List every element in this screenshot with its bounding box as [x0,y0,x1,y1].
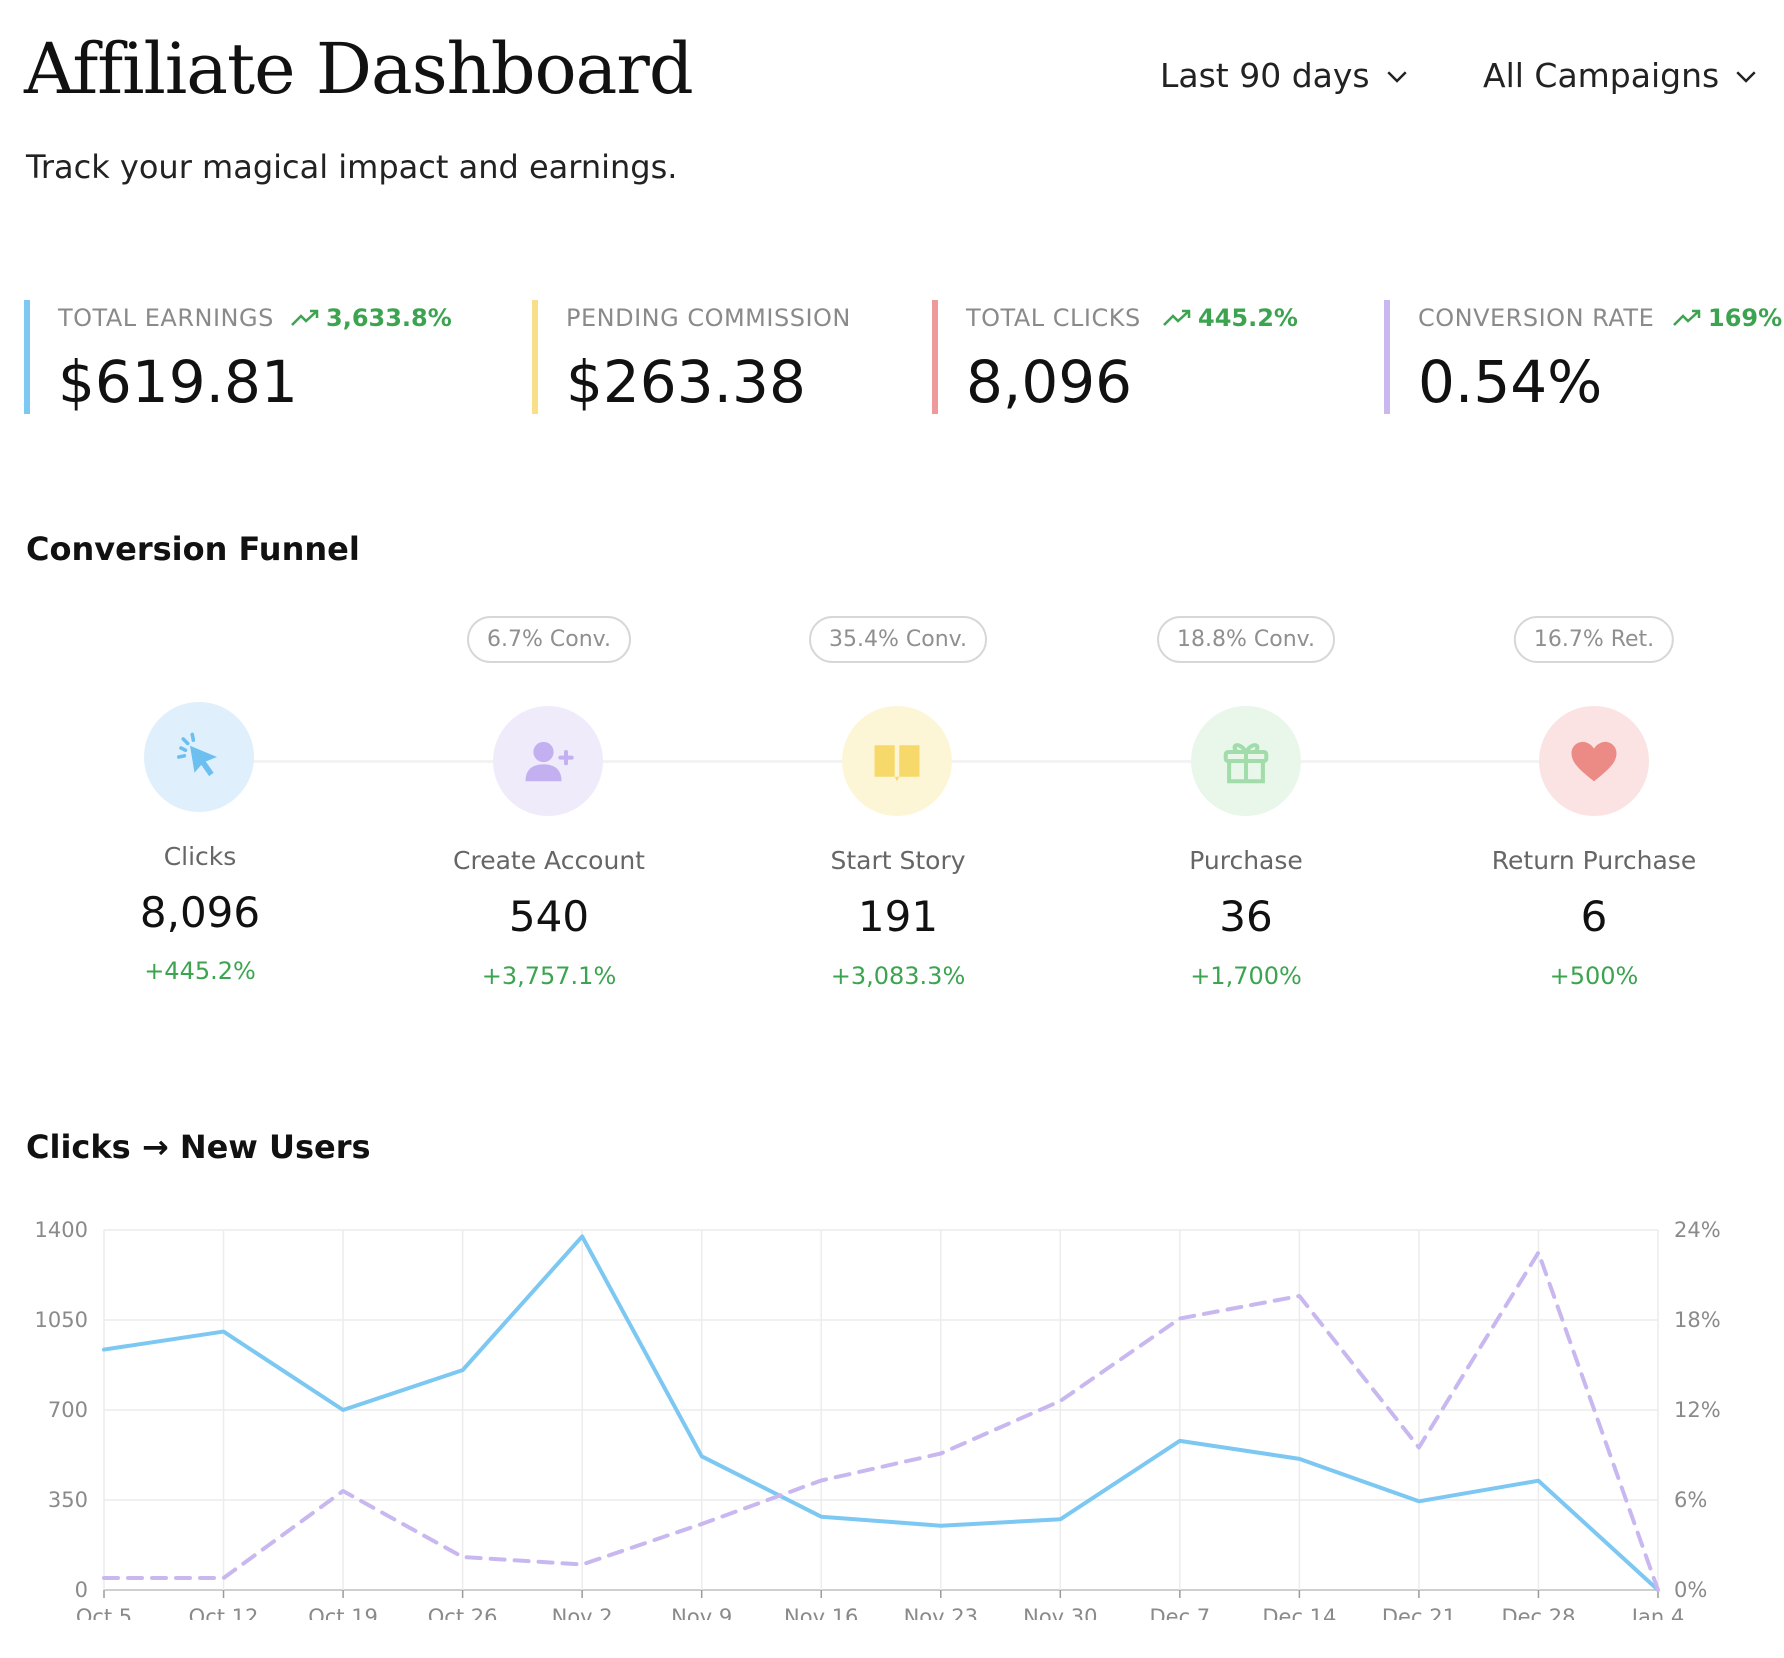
x-tick-label: Nov 23 [904,1605,978,1620]
chevron-down-icon [1386,70,1407,83]
funnel-step-change: +3,083.3% [830,962,966,990]
stat-trend-value: 445.2% [1198,304,1298,332]
stat-label: PENDING COMMISSION [566,304,851,332]
funnel-step-change: +1,700% [1190,962,1302,990]
funnel-step-value: 191 [857,892,939,941]
stat-trend: 3,633.8% [290,304,452,332]
funnel-conversion-pill: 6.7% Conv. [467,616,631,663]
page-subtitle: Track your magical impact and earnings. [26,148,678,186]
stat-total-earnings: TOTAL EARNINGS $619.81 3,633.8% [24,300,452,416]
stat-value: $619.81 [58,348,298,416]
trending-up-icon [1163,309,1191,326]
book-icon [874,745,920,782]
stat-trend: 169% [1672,304,1782,332]
funnel-step-value: 8,096 [139,888,261,937]
funnel-step-value: 6 [1580,892,1608,941]
funnel-conversion-pill: 35.4% Conv. [809,616,987,663]
x-tick-label: Dec 14 [1262,1605,1336,1620]
x-tick-label: Jan 4 [1630,1605,1684,1620]
y-right-tick-label: 0% [1674,1578,1707,1602]
x-tick-label: Dec 28 [1501,1605,1575,1620]
funnel-step-label: Clicks [163,842,237,871]
x-tick-label: Nov 30 [1023,1605,1097,1620]
x-tick-label: Nov 2 [552,1605,613,1620]
stat-trend-value: 169% [1708,304,1783,332]
date-range-dropdown[interactable]: Last 90 days [1160,56,1412,95]
user-plus-icon [525,741,574,782]
stat-trend-value: 3,633.8% [326,304,452,332]
y-left-tick-label: 1400 [35,1218,88,1242]
trending-up-icon [1673,309,1701,326]
x-tick-label: Oct 5 [76,1605,132,1620]
funnel-step-label: Purchase [1189,846,1303,875]
series-line-new-users-rate [102,1250,1660,1592]
cursor-click-icon [176,732,217,777]
date-range-label: Last 90 days [1160,56,1370,95]
funnel-step-return-icon-wrap [1539,706,1649,816]
stat-trend: 445.2% [1162,304,1298,332]
clicks-new-users-chart: 0 350 700 1050 1400 0% 6% 12% 18% 24% Oct 5 Oct 12 O… [35,1218,1721,1620]
x-tick-label: Nov 9 [671,1605,732,1620]
y-left-tick-label: 0 [75,1578,88,1602]
funnel-step-value: 36 [1219,892,1273,941]
x-tick-label: Nov 16 [784,1605,858,1620]
chevron-down-icon [1736,70,1756,83]
stat-pending-commission: PENDING COMMISSION $263.38 [532,300,851,416]
funnel-conversion-pill: 18.8% Conv. [1157,616,1335,663]
funnel-step-account-icon-wrap [493,706,603,816]
funnel-title: Conversion Funnel [26,530,360,568]
stat-conversion-rate: CONVERSION RATE 0.54% 169% [1384,300,1782,416]
funnel-step-change: +445.2% [144,957,256,985]
y-left-tick-label: 350 [48,1488,88,1512]
y-left-tick-label: 1050 [35,1308,88,1332]
stat-value: 0.54% [1418,348,1603,416]
funnel-step-purchase-icon-wrap [1191,706,1301,816]
funnel-step-label: Return Purchase [1491,846,1697,875]
stat-value: $263.38 [566,348,806,416]
series-line-clicks [102,1234,1660,1592]
chart-title: Clicks → New Users [26,1128,371,1166]
gift-icon [1223,743,1269,784]
funnel-step-change: +500% [1549,962,1639,990]
funnel-retention-pill: 16.7% Ret. [1513,616,1675,663]
stat-label: CONVERSION RATE [1418,304,1655,332]
x-tick-label: Oct 12 [189,1605,259,1620]
y-right-tick-label: 24% [1674,1218,1721,1242]
funnel-step-clicks-icon-wrap [144,702,254,812]
campaign-dropdown[interactable]: All Campaigns [1483,56,1761,95]
x-tick-label: Dec 7 [1150,1605,1211,1620]
stat-total-clicks: TOTAL CLICKS 8,096 445.2% [932,300,1298,416]
y-left-tick-label: 700 [48,1398,88,1422]
heart-icon [1571,741,1617,782]
stat-label: TOTAL EARNINGS [58,304,274,332]
y-right-tick-label: 18% [1674,1308,1721,1332]
funnel-step-label: Create Account [453,846,645,875]
funnel-step-label: Start Story [830,846,966,875]
x-tick-label: Oct 26 [428,1605,498,1620]
funnel-step-value: 540 [508,892,590,941]
funnel-step-story-icon-wrap [842,706,952,816]
campaign-label: All Campaigns [1483,56,1720,95]
stat-label: TOTAL CLICKS [966,304,1141,332]
funnel-step-change: +3,757.1% [481,962,617,990]
page-title: Affiliate Dashboard [24,28,694,110]
x-tick-label: Oct 19 [308,1605,378,1620]
x-tick-label: Dec 21 [1382,1605,1456,1620]
trending-up-icon [291,309,319,326]
stat-value: 8,096 [966,348,1133,416]
y-right-tick-label: 12% [1674,1398,1721,1422]
y-right-tick-label: 6% [1674,1488,1707,1512]
